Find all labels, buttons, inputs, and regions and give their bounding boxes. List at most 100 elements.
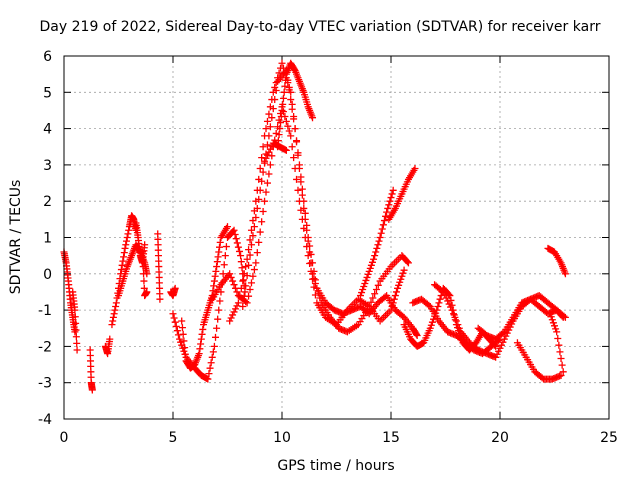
data-point (553, 328, 561, 336)
data-point (301, 215, 309, 223)
data-point (258, 177, 266, 185)
data-point (252, 214, 260, 222)
data-point (180, 337, 188, 345)
data-point (278, 59, 286, 67)
data-point (196, 345, 204, 353)
series-arc-b (69, 288, 81, 354)
data-point (403, 258, 411, 266)
data-point (412, 330, 420, 338)
data-point (247, 241, 255, 249)
data-point (364, 270, 372, 278)
data-point (396, 278, 404, 286)
data-point (256, 186, 264, 194)
data-point (266, 123, 274, 131)
data-point (72, 319, 80, 327)
data-point (241, 288, 249, 296)
data-point (426, 324, 434, 332)
data-point (209, 348, 217, 356)
data-point (300, 204, 308, 212)
data-point (379, 221, 387, 229)
data-point (266, 145, 274, 153)
data-point (252, 259, 260, 267)
data-point (229, 277, 237, 285)
data-point (397, 275, 405, 283)
data-point (171, 284, 179, 292)
series-arc-g (132, 219, 149, 267)
data-point (309, 114, 317, 122)
data-point (237, 258, 245, 266)
y-tick-label: -3 (38, 376, 52, 392)
data-point (287, 132, 295, 140)
data-point (265, 170, 273, 178)
data-point (290, 65, 298, 73)
y-tick-label: 5 (43, 85, 52, 101)
data-point (561, 270, 569, 278)
data-point (262, 154, 270, 162)
data-point (555, 341, 563, 349)
data-point (307, 259, 315, 267)
data-point (224, 223, 231, 231)
data-point (246, 251, 254, 259)
data-point (215, 306, 223, 314)
data-point (280, 88, 288, 96)
data-point (303, 226, 311, 234)
series-arc-v (431, 281, 569, 361)
data-point (316, 294, 324, 302)
data-point (284, 122, 292, 130)
data-point (275, 131, 283, 139)
series-arc-l (178, 223, 231, 372)
data-point (398, 272, 406, 280)
data-point (110, 310, 118, 318)
series-arc-h (138, 248, 151, 300)
data-point (230, 308, 238, 316)
data-point (261, 197, 269, 205)
data-point (230, 226, 238, 234)
data-point (239, 276, 247, 284)
data-point (181, 344, 189, 352)
data-point (253, 204, 261, 212)
series-arc-y (544, 244, 569, 278)
data-point (243, 255, 251, 263)
data-point (199, 325, 207, 333)
y-tick-label: 0 (43, 267, 52, 283)
data-point (447, 303, 455, 311)
data-point (279, 100, 287, 108)
series-arc-t (400, 284, 500, 354)
data-point (213, 263, 221, 271)
data-point (413, 332, 421, 340)
series-arc-w (474, 292, 567, 343)
data-point (212, 267, 220, 275)
data-point (451, 313, 459, 321)
data-point (294, 186, 302, 194)
data-point (298, 191, 306, 199)
data-point (547, 313, 555, 321)
data-point (495, 347, 503, 355)
data-point (246, 236, 254, 244)
data-point (262, 125, 270, 133)
data-point (549, 319, 557, 327)
data-point (233, 288, 241, 296)
data-point (208, 353, 216, 361)
data-point (281, 82, 289, 90)
data-point (556, 348, 564, 356)
data-point (282, 117, 290, 125)
data-point (214, 253, 222, 261)
grid-lines (64, 56, 609, 419)
data-point (372, 286, 380, 294)
data-point (551, 322, 558, 330)
data-point (240, 292, 248, 300)
data-point (282, 146, 290, 154)
data-point (259, 207, 267, 215)
data-point (559, 368, 567, 376)
data-point (219, 270, 227, 278)
y-tick-label: -1 (38, 303, 52, 319)
data-point (140, 284, 148, 292)
data-point (269, 105, 277, 113)
data-point (214, 315, 222, 323)
data-point (438, 287, 446, 295)
data-point (388, 190, 396, 198)
data-point (226, 317, 234, 325)
data-point (259, 143, 267, 151)
data-point (271, 83, 279, 91)
data-point (356, 292, 364, 300)
